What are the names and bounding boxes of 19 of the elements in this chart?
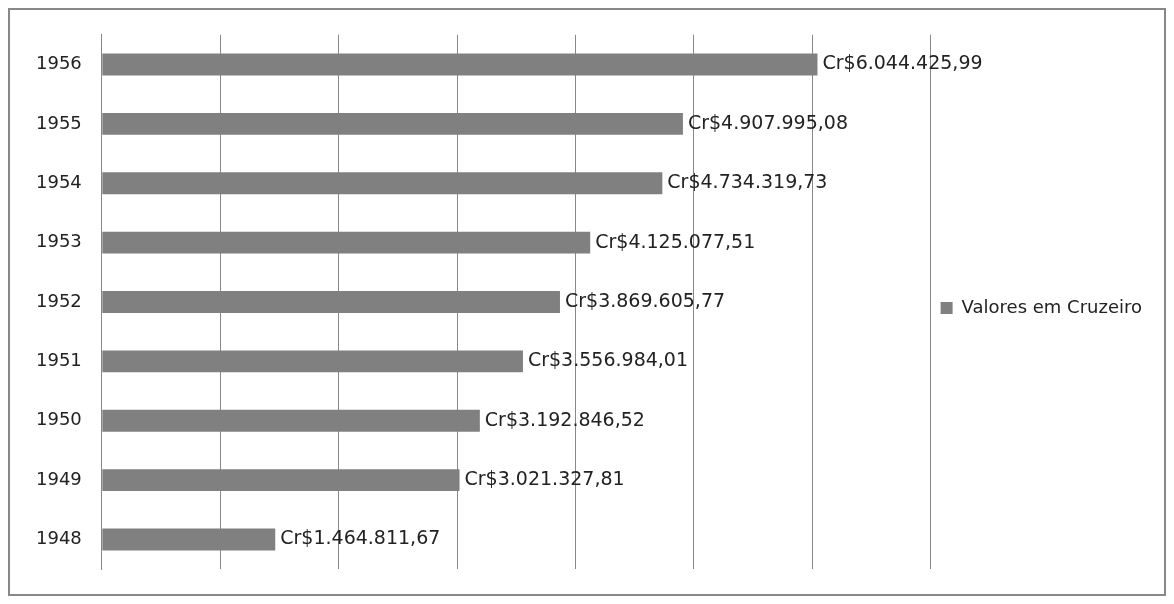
data-label: Cr$6.044.425,99	[822, 51, 983, 74]
y-tick-label: 1951	[36, 349, 82, 371]
y-tick-label: 1956	[36, 52, 82, 74]
data-label: Cr$3.869.605,77	[564, 288, 726, 311]
data-label: Cr$3.021.327,81	[464, 467, 625, 490]
y-tick-label: 1950	[36, 408, 82, 430]
y-tick-label: 1954	[36, 170, 82, 192]
data-label: Cr$1.464.811,67	[280, 526, 441, 549]
y-tick-label: 1948	[36, 527, 82, 549]
data-label: Cr$4.734.319,73	[667, 170, 828, 193]
y-tick-label: 1953	[36, 230, 82, 252]
data-label: Cr$4.125.077,51	[595, 229, 756, 252]
legend-label: Valores em Cruzeiro	[961, 295, 1142, 317]
data-label: Cr$3.556.984,01	[527, 348, 689, 371]
y-tick-label: 1949	[36, 467, 82, 489]
data-label: Cr$4.907.995,08	[687, 110, 849, 133]
y-tick-label: 1955	[36, 111, 82, 133]
y-tick-label: 1952	[36, 289, 82, 311]
data-label: Cr$3.192.846,52	[484, 407, 645, 430]
